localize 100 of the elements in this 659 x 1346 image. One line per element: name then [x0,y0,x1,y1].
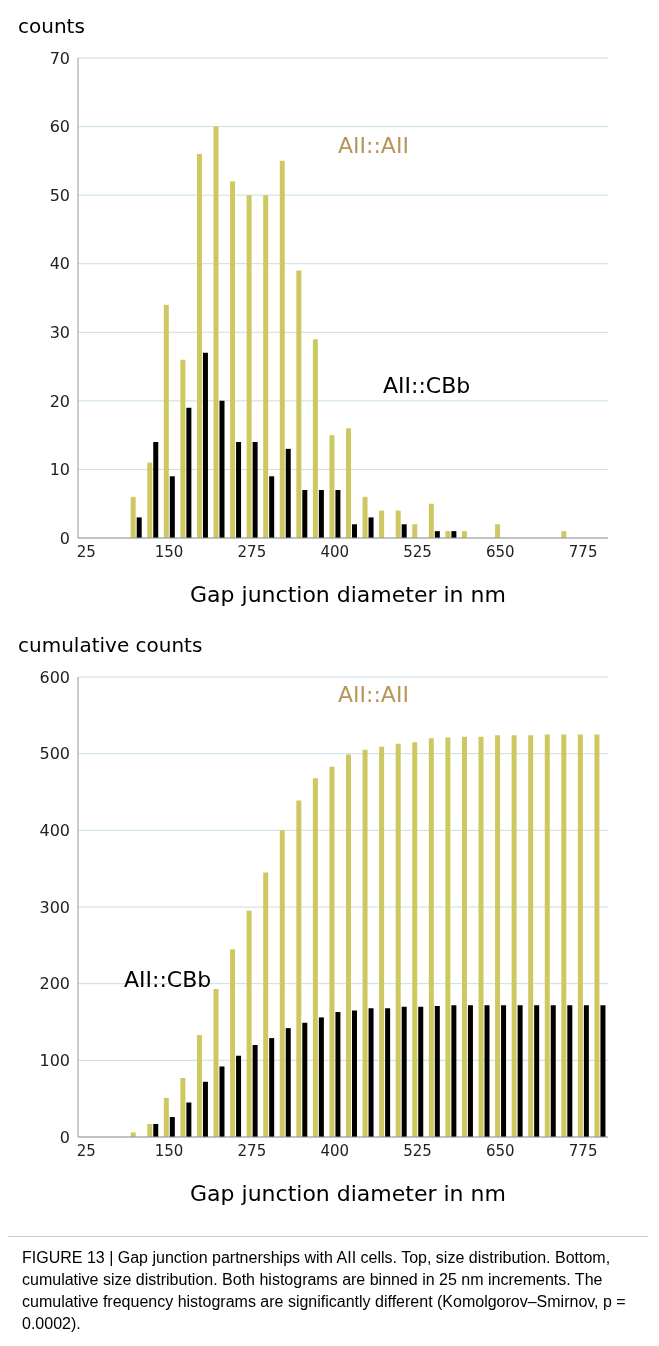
bar [318,490,324,538]
bar [418,1006,424,1137]
bar [246,195,252,538]
y-tick-label: 400 [39,821,70,841]
bar [495,735,501,1137]
bar [395,743,401,1137]
y-tick-label: 40 [49,254,70,274]
bar [230,949,236,1137]
bar [544,734,550,1137]
bar [583,1005,589,1137]
y-tick-label: 200 [39,974,70,994]
bar [335,1012,341,1137]
y-tick-label: 70 [49,48,70,68]
x-tick-label: 275 [237,1141,267,1160]
bar [368,517,374,538]
bar [252,442,258,538]
series-label: AII::AII [338,682,409,707]
bar [412,524,418,538]
bar [285,1028,291,1137]
bar [362,749,368,1137]
x-tick-label: 525 [403,1141,432,1160]
y-tick-label: 100 [39,1051,70,1071]
bar [495,524,501,538]
bar [478,736,484,1137]
bar [561,734,567,1137]
x-tick-label: 400 [320,1141,350,1160]
x-tick-label: 775 [568,542,598,561]
x-tick-label: 275 [237,542,267,561]
y-axis-title: cumulative counts [18,632,204,659]
bar [302,1022,308,1137]
bar [136,517,142,538]
bar [296,800,302,1137]
x-tick-label: 25 [76,1141,96,1160]
bar [434,1005,440,1137]
bar [269,1038,275,1137]
y-tick-label: 50 [49,185,70,205]
bar [412,742,418,1137]
bar [329,435,335,538]
y-tick-label: 60 [49,117,70,137]
bar [196,1035,202,1137]
y-tick-label: 0 [59,1127,70,1147]
y-tick-label: 30 [49,322,70,342]
bar [484,1005,490,1137]
text: AII::CBb [124,967,212,992]
bar [567,1005,573,1137]
bar [517,1005,523,1137]
x-tick-label: 775 [568,1141,598,1160]
bar [263,872,269,1137]
y-tick-label: 500 [39,744,70,764]
x-axis-title: Gap junction diameter in nm [189,1181,507,1206]
bar [368,1008,374,1137]
bar [534,1005,540,1137]
bar [451,1005,457,1137]
bar [379,510,385,538]
bar [385,1008,391,1137]
bar [269,476,275,538]
bar [213,126,219,538]
bar [153,442,159,538]
bar [346,428,351,538]
bar [236,1055,242,1137]
bar [219,400,225,538]
bar [285,448,291,538]
bar [180,359,186,538]
bar [346,754,351,1137]
bar [352,1010,357,1137]
bar [296,270,302,538]
bar [401,524,407,538]
bar [196,154,202,538]
bar [312,778,318,1137]
x-axis-title: Gap junction diameter in nm [189,582,507,607]
bar [511,735,517,1137]
bar [379,746,385,1137]
bar [401,1006,407,1137]
bar [147,462,153,538]
bar [445,737,451,1137]
bar [467,1005,473,1137]
bar [180,1077,186,1137]
x-tick-label: 150 [154,1141,184,1160]
x-tick-label: 650 [486,542,515,561]
bar [577,734,583,1137]
y-axis-title: counts [18,13,86,40]
bar [312,339,318,538]
bar [219,1066,225,1137]
bar [428,738,434,1137]
bar [318,1017,324,1137]
bar [186,1102,192,1137]
y-tick-label: 10 [49,460,70,480]
bar [501,1005,507,1137]
bar [335,490,341,538]
bar [230,181,236,538]
x-tick-label: 525 [403,542,432,561]
x-tick-label: 150 [154,542,184,561]
bar [202,1081,208,1137]
bar [279,160,285,538]
bar [163,304,169,538]
bar [163,1097,169,1137]
bar [550,1005,556,1137]
bar [263,195,269,538]
caption: FIGURE 13 | Gap junction partnerships with AII cells. Top, size distribution. Bottom, cumulative size distribution. Both histograms are binned in 25 nm increments. The cumulative frequency histograms are significantly different (Komolgorov–Smirnov, p = 0.0002). [8,1236,648,1345]
bar [169,476,175,538]
